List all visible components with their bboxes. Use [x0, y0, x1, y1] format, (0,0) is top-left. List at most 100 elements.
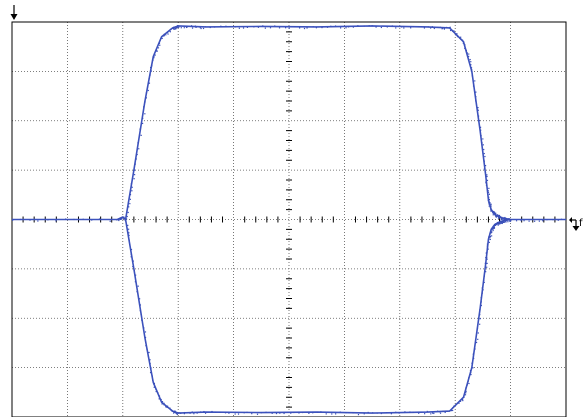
trace-sample-point: [488, 236, 490, 238]
trace-sample-point: [202, 27, 205, 30]
trace-sample-point: [464, 47, 466, 49]
trace-sample-point: [167, 31, 169, 34]
trace-sample-point: [372, 412, 374, 414]
trace-sample-point: [165, 405, 167, 407]
trace-sample-point: [486, 251, 488, 253]
trace-sample-point: [482, 138, 484, 140]
trace-sample-point: [128, 239, 130, 241]
trace-sample-point: [191, 411, 193, 413]
trace-sample-point: [133, 178, 135, 180]
trace-sample-point: [122, 217, 124, 219]
trace-sample-point: [171, 410, 173, 412]
trace-sample-point: [453, 31, 455, 33]
trace-sample-point: [357, 414, 360, 416]
trace-sample-point: [507, 218, 509, 220]
trace-sample-point: [172, 410, 174, 413]
trace-sample-point: [442, 410, 444, 412]
trace-sample-point: [476, 327, 479, 330]
trace-sample-point: [542, 220, 544, 222]
trace-sample-point: [152, 59, 154, 61]
trace-sample-point: [456, 33, 458, 35]
trace-sample-point: [167, 33, 169, 35]
trace-sample-point: [494, 214, 496, 217]
trace-sample-point: [507, 218, 510, 221]
trace-sample-point: [497, 216, 500, 218]
trace-sample-point: [480, 304, 482, 307]
trace-sample-point: [502, 221, 504, 223]
trace-sample-point: [503, 221, 505, 223]
trace-sample-point: [264, 27, 266, 29]
trace-sample-point: [134, 169, 136, 171]
trace-sample-point: [363, 413, 365, 415]
trace-sample-point: [508, 218, 510, 220]
trace-sample-point: [475, 100, 477, 102]
trace-sample-point: [229, 26, 231, 28]
trace-sample-point: [449, 26, 451, 28]
trace-sample-point: [165, 406, 167, 408]
trace-sample-point: [510, 219, 512, 221]
trace-sample-point: [495, 215, 497, 218]
trace-sample-point: [479, 318, 481, 320]
trace-sample-point: [184, 411, 186, 414]
trace-sample-point: [191, 27, 194, 29]
trace-sample-point: [472, 353, 474, 355]
trace-sample-point: [504, 219, 506, 221]
trace-sample-point: [505, 218, 507, 220]
trace-sample-point: [480, 301, 482, 303]
trace-sample-point: [137, 142, 139, 144]
trace-sample-point: [386, 412, 388, 414]
trace-sample-point: [161, 37, 163, 40]
trace-sample-point: [504, 219, 507, 221]
trace-sample-point: [492, 214, 494, 216]
trace-sample-point: [137, 285, 139, 287]
trace-sample-point: [253, 26, 255, 28]
trace-sample-point: [456, 36, 459, 38]
trace-sample-point: [515, 220, 518, 222]
trace-sample-point: [480, 135, 482, 137]
trace-sample-point: [312, 26, 314, 28]
trace-sample-point: [475, 91, 477, 93]
trace-sample-point: [499, 222, 501, 225]
trace-sample-point: [166, 405, 169, 407]
trace-sample-point: [483, 152, 485, 155]
trace-sample-point: [444, 410, 446, 412]
trace-sample-point: [163, 404, 165, 406]
trace-sample-point: [497, 217, 500, 219]
trace-sample-point: [158, 398, 160, 400]
trace-sample-point: [228, 412, 230, 414]
trace-sample-point: [199, 27, 201, 29]
trace-sample-point: [501, 218, 504, 220]
trace-sample-point: [418, 412, 420, 414]
trace-sample-point: [487, 248, 489, 250]
trace-sample-point: [326, 26, 329, 28]
trace-sample-point: [368, 25, 370, 27]
trace-sample-point: [275, 412, 278, 415]
trace-sample-point: [177, 412, 180, 414]
trace-sample-point: [144, 336, 147, 339]
trace-sample-point: [472, 367, 474, 369]
trace-sample-point: [237, 413, 240, 415]
trace-sample-point: [486, 258, 488, 260]
trace-sample-point: [175, 26, 177, 28]
trace-sample-point: [505, 217, 507, 220]
trace-sample-point: [174, 410, 176, 412]
trace-sample-point: [183, 413, 185, 415]
trace-sample-point: [180, 27, 182, 29]
trace-sample-point: [116, 219, 118, 221]
trace-sample-point: [91, 219, 93, 221]
trace-sample-point: [201, 411, 203, 413]
trace-sample-point: [412, 411, 414, 414]
trace-sample-point: [491, 231, 493, 233]
trace-sample-point: [200, 27, 202, 30]
trace-sample-point: [145, 97, 147, 99]
trace-sample-point: [331, 413, 333, 415]
trace-sample-point: [488, 241, 490, 243]
trace-sample-point: [480, 129, 482, 131]
trace-sample-point: [148, 82, 151, 84]
trace-series-1: [124, 25, 511, 221]
trace-sample-point: [546, 219, 548, 221]
trace-sample-point: [482, 289, 484, 291]
trace-sample-point: [303, 27, 306, 30]
trace-sample-point: [153, 57, 155, 59]
trace-sample-point: [19, 218, 22, 221]
